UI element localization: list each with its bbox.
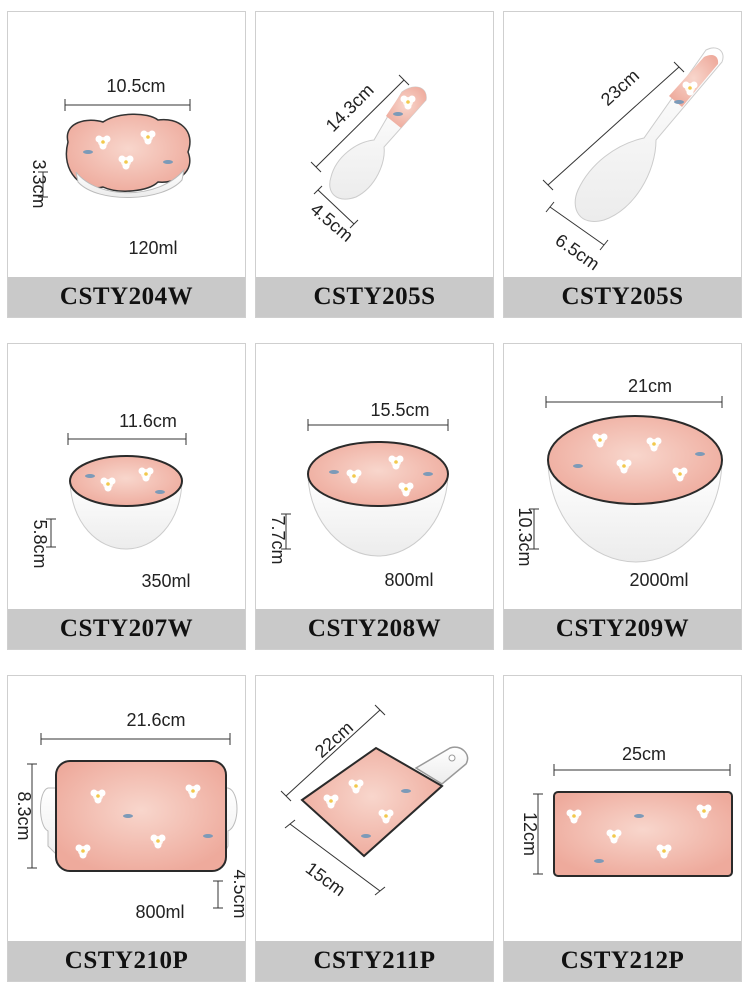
width-dim-label: 21.6cm [126,710,185,730]
bowl-small-illustration: 10.5cm 3.3cm 120ml [29,76,191,258]
product-card: 21.6cm 8.3cm 4.5cm 800ml CSTY210P [7,675,246,982]
volume-label: 2000ml [629,570,688,590]
height-dim-label: 5.8cm [30,519,50,568]
height-dim-label: 12cm [520,812,540,856]
handled-plate-illustration: 22cm 15cm [280,704,469,900]
product-code: CSTY207W [8,609,245,649]
width-dim-label: 15.5cm [370,400,429,420]
product-card: 14.3cm 4.5cm CSTY205S [255,11,494,318]
volume-label: 350ml [141,571,190,591]
product-code: CSTY212P [504,941,741,981]
product-card: 10.5cm 3.3cm 120ml CSTY204W [7,11,246,318]
product-code: CSTY205S [504,277,741,317]
product-code: CSTY205S [256,277,493,317]
spoon-small-illustration: 14.3cm 4.5cm [307,74,427,246]
product-card: 21cm 10.3cm 2000ml CSTY209W [503,343,742,650]
product-code: CSTY204W [8,277,245,317]
length-dim-label: 14.3cm [322,80,378,136]
bowl-800ml-illustration: 15.5cm 7.7cm 800ml [268,400,449,590]
product-card: 11.6cm 5.8cm 350ml CSTY207W [7,343,246,650]
product-code: CSTY211P [256,941,493,981]
product-code: CSTY208W [256,609,493,649]
baking-dish-illustration: 21.6cm 8.3cm 4.5cm 800ml [14,710,246,922]
product-code: CSTY209W [504,609,741,649]
product-card: 22cm 15cm CSTY211P [255,675,494,982]
width-dim-label: 4.5cm [307,199,357,246]
height-dim-label: 4.5cm [230,869,246,918]
width-dim-label: 25cm [622,744,666,764]
product-card: 15.5cm 7.7cm 800ml CSTY208W [255,343,494,650]
bowl-350ml-illustration: 11.6cm 5.8cm 350ml [30,411,191,591]
length-dim-label: 8.3cm [14,791,34,840]
width-dim-label: 10.5cm [106,76,165,96]
bowl-2000ml-illustration: 21cm 10.3cm 2000ml [515,376,723,590]
height-dim-label: 7.7cm [268,515,288,564]
width-dim-label: 15cm [302,858,349,900]
height-dim-label: 10.3cm [515,507,535,566]
volume-label: 120ml [128,238,177,258]
length-dim-label: 23cm [597,65,643,109]
length-dim-label: 22cm [311,717,357,761]
rectangular-plate-illustration: 25cm 12cm [520,744,733,877]
height-dim-label: 3.3cm [29,159,49,208]
volume-label: 800ml [135,902,184,922]
width-dim-label: 6.5cm [552,230,604,275]
product-code: CSTY210P [8,941,245,981]
volume-label: 800ml [384,570,433,590]
width-dim-label: 21cm [628,376,672,396]
spoon-large-illustration: 23cm 6.5cm [542,47,724,275]
product-card: 25cm 12cm CSTY212P [503,675,742,982]
width-dim-label: 11.6cm [119,411,177,431]
product-card: 23cm 6.5cm CSTY205S [503,11,742,318]
